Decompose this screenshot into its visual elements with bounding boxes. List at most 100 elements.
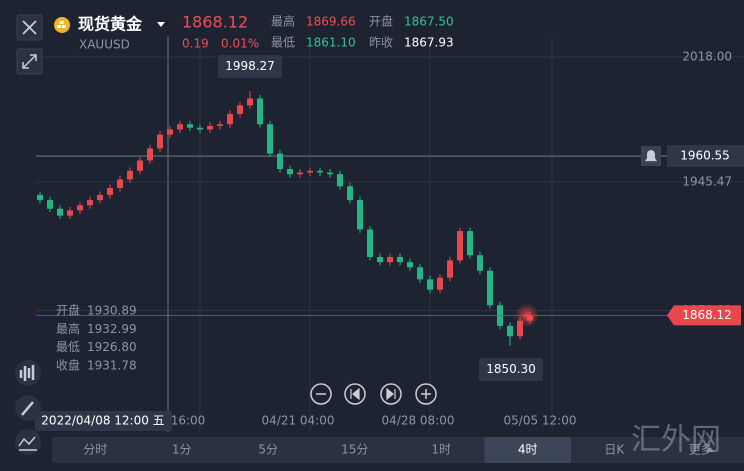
tab[interactable]: 更多 (689, 443, 713, 457)
y-tick-label: 1945.47 (682, 175, 732, 189)
candle-body (507, 325, 513, 337)
candle-body (277, 153, 283, 170)
tab[interactable]: 4时 (518, 443, 538, 457)
dropdown-arrow[interactable] (157, 22, 165, 27)
stat-label: 最低 (271, 36, 295, 50)
gold-bar (57, 25, 61, 28)
info-value: 1932.99 (87, 322, 137, 336)
info-label: 最低 (56, 340, 80, 354)
crosshair-time: 2022/04/08 12:00 五 (41, 414, 164, 428)
candle-body (517, 320, 523, 337)
tab-bar (52, 437, 744, 463)
tab-active-bg (484, 437, 571, 463)
candle-body (437, 277, 443, 290)
stat-value: 1867.93 (404, 36, 454, 50)
candle-body (207, 125, 213, 130)
price: 1868.12 (182, 13, 248, 32)
candle-body (257, 98, 263, 125)
tab[interactable]: 5分 (258, 443, 278, 457)
candle-body (427, 279, 433, 290)
candle-body (417, 267, 423, 280)
info-label: 开盘 (56, 303, 80, 318)
info-label: 收盘 (56, 357, 80, 372)
tab[interactable]: 1时 (431, 443, 451, 457)
gold-bar (59, 21, 64, 24)
candle-body (117, 179, 123, 189)
change-pct: 0.01% (221, 37, 259, 51)
candle-body (227, 113, 233, 125)
candle-body (47, 200, 53, 209)
candle-body (407, 262, 413, 268)
tab[interactable]: 分时 (83, 443, 107, 457)
x-tick-label: 16:00 (171, 414, 206, 428)
chart-type-icon (18, 436, 37, 451)
stat-value: 1869.66 (306, 15, 356, 29)
x-tick-label: 04/28 08:00 (382, 414, 455, 428)
close-icon (22, 20, 37, 35)
candle-body (87, 200, 93, 206)
last-price-box (667, 305, 741, 326)
candle-body (487, 270, 493, 306)
info-value: 1926.80 (87, 340, 137, 354)
candle-body (177, 124, 183, 130)
candle-body (77, 205, 83, 211)
instrument-title[interactable]: 现货黄金 (78, 15, 143, 34)
candle-body (297, 172, 303, 175)
candle-body (377, 256, 383, 263)
stat-label: 昨收 (369, 36, 393, 50)
candle-body (197, 127, 203, 130)
annotation-label: 1998.27 (225, 59, 275, 73)
candle-body (247, 98, 253, 106)
annotation-box (479, 358, 543, 382)
info-value: 1930.89 (87, 304, 137, 318)
watermark: 汇外网 (631, 423, 721, 458)
info-value: 1931.78 (87, 358, 137, 372)
candle-body (477, 255, 483, 271)
candle-body (467, 231, 473, 256)
candle-body (97, 194, 103, 201)
candle-body (237, 105, 243, 114)
forward-icon (386, 387, 396, 401)
candle-body (267, 124, 273, 154)
info-label: 最高 (56, 321, 80, 336)
tab[interactable]: 1分 (172, 443, 192, 457)
candle-body (447, 260, 453, 278)
stat-label: 最高 (271, 14, 295, 29)
change: 0.19 (182, 37, 209, 51)
candle-body (327, 172, 333, 175)
candle-body (397, 256, 403, 263)
candle-body (167, 129, 173, 135)
last-price-label: 1868.12 (682, 308, 732, 322)
more-arrow[interactable] (706, 447, 714, 452)
candle-body (357, 200, 363, 230)
candle-body (37, 194, 43, 201)
candle-body (107, 188, 113, 195)
candle-body (147, 148, 153, 161)
tab[interactable]: 日K (604, 443, 625, 457)
candle-body (347, 186, 353, 201)
candle-body (57, 208, 63, 216)
bell-icon (645, 150, 657, 162)
expand-icon (22, 54, 37, 69)
crosshair-label-box (667, 145, 744, 168)
candle-body (367, 229, 373, 257)
candle-body (387, 256, 393, 263)
candle-body (337, 174, 343, 187)
last-price-glow (515, 303, 539, 328)
back-icon (350, 387, 360, 401)
y-tick-label: 2018.00 (682, 50, 732, 64)
candle-body (307, 170, 313, 173)
candle-body (287, 169, 293, 175)
stat-value: 1861.10 (306, 36, 356, 50)
stat-label: 开盘 (369, 14, 393, 29)
candle-body (127, 170, 133, 180)
nav-controls (310, 383, 437, 405)
x-tick-label: 05/05 12:00 (504, 414, 577, 428)
tab[interactable]: 15分 (341, 443, 368, 457)
draw-icon (21, 401, 34, 416)
crosshair-label: 1960.55 (680, 149, 730, 163)
candle-body (217, 124, 223, 126)
stat-value: 1867.50 (404, 15, 454, 29)
candle-body (317, 170, 323, 173)
